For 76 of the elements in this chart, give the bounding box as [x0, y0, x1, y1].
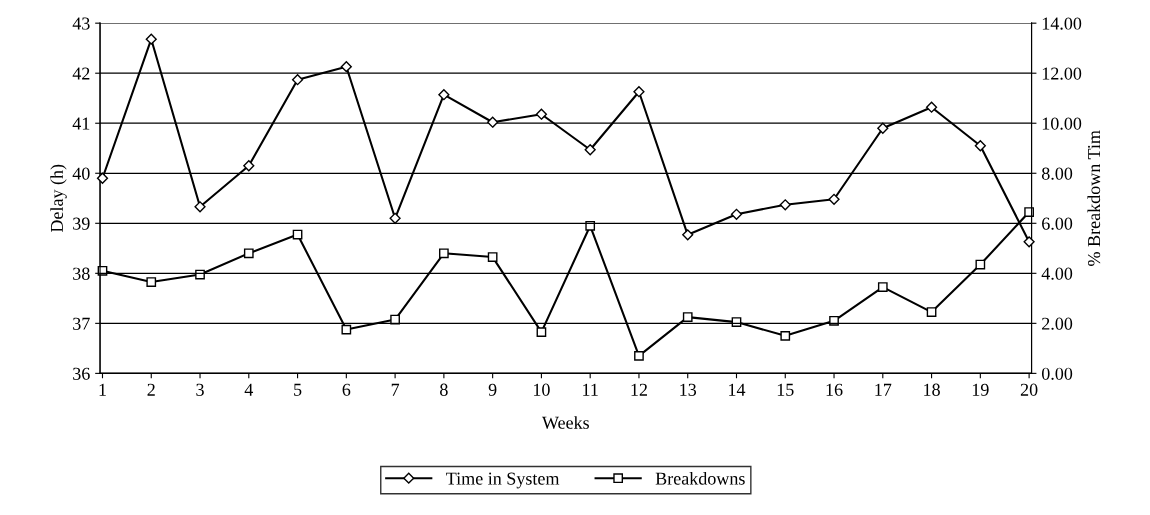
point	[243, 248, 254, 259]
y2-tick-label: 2.00	[1042, 317, 1073, 330]
y-tick-label: 39	[73, 217, 90, 230]
y-tick-label: 41	[72, 117, 90, 130]
point	[634, 351, 644, 361]
point	[925, 101, 938, 113]
y-tick-label: 43	[72, 17, 90, 30]
y-tick-label: 38	[73, 267, 90, 280]
x-tick-label: 8	[440, 383, 448, 396]
point	[926, 307, 937, 317]
x-tick-label: 7	[391, 383, 400, 396]
y-tick-label: 40	[72, 167, 90, 180]
x-tick-label: 17	[875, 383, 892, 396]
x-tick-label: 10	[533, 383, 550, 396]
point	[341, 324, 352, 335]
point	[194, 201, 206, 213]
x-tick-label: 2	[147, 383, 155, 396]
y-tick-label: 37	[73, 317, 90, 330]
point	[780, 330, 791, 341]
point	[146, 277, 157, 287]
x-tick-label: 5	[294, 383, 302, 396]
point	[1023, 236, 1035, 248]
x-tick-label: 14	[729, 383, 746, 396]
x-tick-label: 6	[342, 383, 351, 396]
point	[633, 86, 645, 98]
point	[877, 282, 888, 292]
point	[682, 229, 694, 241]
point	[829, 315, 839, 326]
y2-tick-label: 12.00	[1042, 67, 1082, 80]
legend-label: Time in System	[446, 472, 560, 489]
point	[779, 199, 791, 211]
x-tick-label: 15	[777, 383, 794, 396]
x-tick-label: 12	[631, 383, 647, 396]
point	[243, 160, 255, 172]
point	[584, 144, 596, 156]
x-tick-label: 16	[826, 383, 843, 396]
point	[975, 259, 986, 270]
point	[730, 208, 743, 220]
x-tick-label: 18	[924, 383, 940, 396]
x-tick-label: 4	[244, 383, 254, 396]
y-tick-label: 42	[72, 67, 90, 80]
x-tick-label: 11	[583, 383, 598, 396]
x-axis-title: Weeks	[541, 416, 589, 429]
y2-tick-label: 4.00	[1041, 267, 1073, 280]
point	[96, 172, 109, 184]
point	[145, 33, 157, 45]
point	[340, 61, 352, 73]
point	[487, 116, 499, 128]
x-tick-label: 19	[972, 383, 989, 396]
x-tick-label: 1	[99, 383, 106, 396]
point	[439, 248, 449, 259]
point	[585, 220, 596, 231]
x-tick-label: 9	[488, 383, 497, 396]
point	[535, 108, 548, 120]
y2-tick-label: 10.00	[1042, 117, 1082, 130]
point	[389, 212, 401, 224]
x-tick-label: 20	[1020, 383, 1038, 396]
x-tick-label: 3	[196, 383, 204, 396]
y2-tick-label: 14.00	[1042, 17, 1082, 30]
y2-tick-label: 6.00	[1042, 217, 1073, 230]
point	[291, 74, 304, 86]
legend-label: Breakdowns	[655, 471, 745, 485]
x-tick-label: 13	[680, 383, 697, 396]
point	[536, 327, 547, 337]
point	[682, 312, 693, 322]
point	[487, 252, 498, 262]
point	[438, 89, 450, 101]
y-axis-title: Delay (h)	[50, 164, 67, 233]
y2-axis-title: % Breakdown Tim	[1087, 130, 1101, 266]
y2-tick-label: 8.00	[1041, 167, 1073, 180]
point	[974, 140, 986, 152]
y2-tick-label: 0.00	[1041, 367, 1073, 380]
point	[1024, 207, 1034, 217]
point	[828, 193, 840, 205]
y-tick-label: 36	[73, 367, 90, 380]
point	[877, 122, 889, 134]
